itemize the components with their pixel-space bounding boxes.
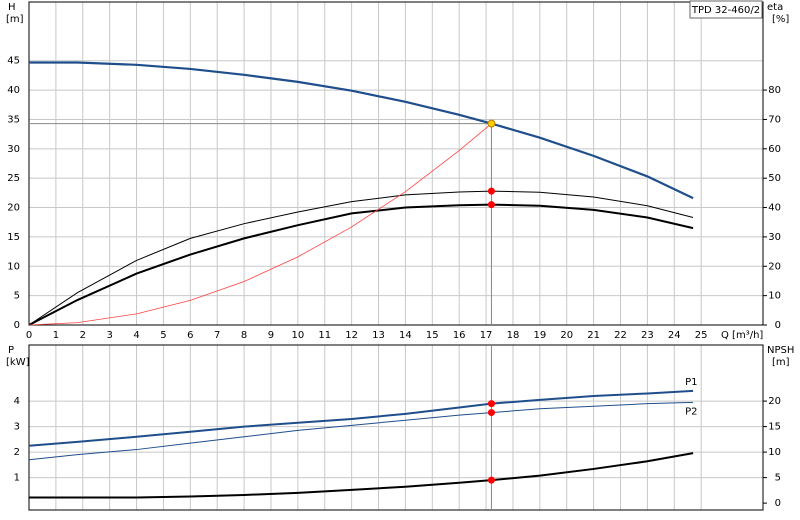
x-tick-label: 12	[345, 330, 358, 341]
x-tick-label: 25	[695, 330, 708, 341]
curve	[28, 389, 694, 447]
x-tick-label: 13	[372, 330, 385, 341]
y2-tick-label: 5	[775, 473, 781, 484]
curve	[29, 61, 694, 200]
y2-tick-label: 60	[768, 144, 781, 155]
x-tick-label: 24	[668, 330, 681, 341]
y2-axis-unit: [m]	[772, 357, 790, 368]
operating-point	[487, 476, 495, 484]
plot-frame	[28, 1, 764, 326]
curve	[29, 452, 694, 499]
y-tick-label: 15	[7, 232, 20, 243]
operating-point	[487, 187, 495, 195]
y2-tick-label: 0	[775, 498, 781, 509]
x-tick-label: 9	[268, 330, 274, 341]
operating-point	[487, 409, 495, 417]
x-tick-label: 17	[480, 330, 493, 341]
y2-tick-label: 10	[768, 291, 781, 302]
y-tick-label: 10	[7, 261, 20, 272]
y-tick-label: 0	[14, 320, 20, 331]
x-tick-label: 7	[214, 330, 220, 341]
x-tick-label: 8	[241, 330, 247, 341]
x-tick-label: 10	[291, 330, 304, 341]
y-tick-label: 45	[7, 56, 20, 67]
operating-point	[487, 400, 495, 408]
y-axis-unit: [m]	[6, 14, 24, 25]
y-tick-label: 40	[7, 85, 20, 96]
x-tick-label: 18	[507, 330, 520, 341]
y-tick-label: 5	[14, 291, 20, 302]
x-tick-label: 11	[318, 330, 331, 341]
y-axis-label: P	[8, 345, 14, 356]
x-tick-label: 16	[453, 330, 466, 341]
y-axis-label: H	[8, 2, 16, 13]
y-axis-unit: [kW]	[6, 357, 30, 368]
x-tick-label: 15	[426, 330, 439, 341]
curve	[28, 190, 694, 326]
y-tick-label: 4	[14, 396, 20, 407]
y2-tick-label: 40	[768, 203, 781, 214]
y2-axis-label: NPSH	[767, 345, 794, 356]
x-tick-label: 23	[641, 330, 654, 341]
operating-point	[487, 119, 496, 128]
x-tick-label: 2	[80, 330, 86, 341]
y2-tick-label: 10	[768, 447, 781, 458]
curve	[28, 401, 694, 461]
x-tick-label: 19	[533, 330, 546, 341]
y-tick-label: 35	[7, 114, 20, 125]
x-tick-label: 5	[160, 330, 166, 341]
y2-tick-label: 20	[768, 396, 781, 407]
x-tick-label: 6	[187, 330, 193, 341]
series-label: P1	[685, 377, 697, 388]
y2-tick-label: 30	[768, 232, 781, 243]
plot-frame	[28, 344, 764, 511]
x-tick-label: 1	[53, 330, 59, 341]
curve	[28, 203, 694, 326]
x-tick-label: 0	[26, 330, 32, 341]
x-tick-label: 22	[614, 330, 627, 341]
x-tick-label: 14	[399, 330, 412, 341]
x-axis-label: Q [m³/h]	[721, 330, 763, 341]
y2-tick-label: 15	[768, 422, 781, 433]
x-tick-label: 20	[560, 330, 573, 341]
y2-axis-unit: [%]	[772, 14, 789, 25]
y-tick-label: 20	[7, 203, 20, 214]
y-tick-label: 30	[7, 144, 20, 155]
series-label: P2	[685, 406, 697, 417]
y2-tick-label: 50	[768, 173, 781, 184]
title-box	[689, 0, 763, 19]
y2-tick-label: 20	[768, 261, 781, 272]
y2-tick-label: 70	[768, 114, 781, 125]
y-tick-label: 25	[7, 173, 20, 184]
y2-axis-label: eta	[767, 2, 783, 13]
y-tick-label: 1	[14, 473, 20, 484]
chart-title: TPD 32-460/2	[691, 5, 760, 16]
x-tick-label: 4	[133, 330, 139, 341]
x-tick-label: 3	[106, 330, 112, 341]
y-tick-label: 2	[14, 447, 20, 458]
y2-tick-label: 0	[775, 320, 781, 331]
y-tick-label: 3	[14, 422, 20, 433]
y2-tick-label: 80	[768, 85, 781, 96]
x-tick-label: 21	[587, 330, 600, 341]
curve	[28, 123, 492, 326]
operating-point	[487, 201, 495, 209]
